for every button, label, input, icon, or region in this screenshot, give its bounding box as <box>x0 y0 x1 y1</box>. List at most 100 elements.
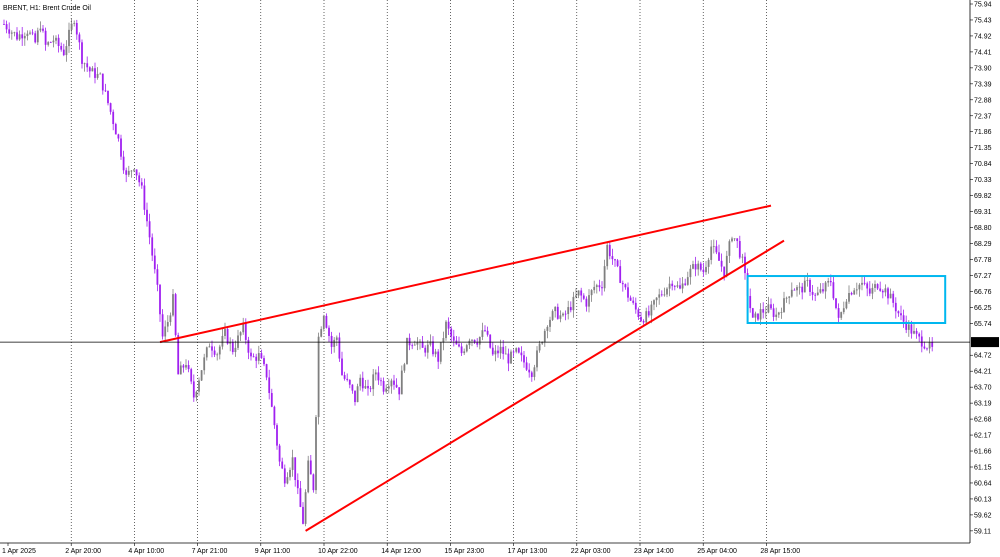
candle-body <box>18 34 21 40</box>
candle-body <box>517 348 520 353</box>
candle-body <box>335 337 338 340</box>
candle-body <box>671 283 674 287</box>
candle-body <box>692 264 694 269</box>
candle-body <box>699 263 702 270</box>
candle-body <box>848 293 850 302</box>
y-tick-label: 73.90 <box>974 65 992 72</box>
candle-body <box>13 32 16 34</box>
x-tick-label: 17 Apr 13:00 <box>508 548 548 555</box>
candle-body <box>718 252 720 261</box>
candle-body <box>684 283 687 285</box>
candle-body <box>354 390 356 403</box>
candle-body <box>60 45 63 50</box>
candle-body <box>837 308 840 318</box>
candle-body <box>42 28 44 31</box>
candle-body <box>530 372 533 377</box>
candle-body <box>806 279 809 281</box>
y-tick-label: 71.35 <box>974 145 992 152</box>
candle-body <box>205 347 208 358</box>
candle-body <box>473 339 476 343</box>
candle-body <box>367 386 369 389</box>
candle-body <box>187 365 190 370</box>
candle-body <box>728 241 731 256</box>
candle-body <box>931 342 934 347</box>
y-tick-label: 64.21 <box>974 369 992 376</box>
candle-body <box>572 296 575 311</box>
candle-body <box>424 347 427 353</box>
candle-body <box>785 297 788 299</box>
candle-body <box>866 283 869 289</box>
candle-body <box>759 309 762 320</box>
y-tick-label: 67.27 <box>974 273 992 280</box>
candle-body <box>528 369 531 373</box>
candle-body <box>65 46 68 56</box>
candle-body <box>447 321 450 329</box>
candle-body <box>546 326 549 331</box>
candle-body <box>627 287 629 298</box>
candle-body <box>549 319 551 327</box>
candle-body <box>900 313 902 316</box>
chart-title: BRENT, H1: Brent Crude Oil <box>3 5 91 12</box>
candle-body <box>780 312 783 313</box>
candle-body <box>478 336 481 345</box>
candle-body <box>81 42 83 64</box>
candle-body <box>777 312 780 315</box>
candle-body <box>564 313 567 315</box>
annotations <box>159 204 947 532</box>
candle-body <box>863 282 866 284</box>
x-tick-label: 25 Apr 04:00 <box>697 548 737 555</box>
candle-body <box>411 345 414 347</box>
candle-body <box>515 348 518 352</box>
candle-body <box>465 345 468 352</box>
x-tick-label: 1 Apr 2025 <box>2 548 36 555</box>
y-tick-label: 63.19 <box>974 401 992 408</box>
candle-body <box>772 308 775 317</box>
candle-body <box>3 24 5 25</box>
candle-body <box>195 391 198 398</box>
candle-body <box>164 326 167 337</box>
candle-body <box>741 256 744 258</box>
candle-body <box>621 282 624 285</box>
candle-body <box>702 269 705 273</box>
candle-body <box>809 279 811 292</box>
candle-body <box>23 36 26 39</box>
candle-body <box>712 246 715 248</box>
candle-body <box>835 298 837 309</box>
candle-body <box>73 22 76 24</box>
candle-body <box>237 335 239 348</box>
candle-body <box>133 169 135 171</box>
candle-body <box>762 309 765 313</box>
candle-body <box>244 322 247 340</box>
wedge-lower-trendline <box>305 239 785 532</box>
candle-body <box>588 295 590 307</box>
candle-body <box>458 344 460 347</box>
candle-body <box>161 314 164 337</box>
candle-body <box>322 315 325 330</box>
candle-body <box>395 384 398 388</box>
candle-body <box>606 244 609 267</box>
candle-body <box>333 339 336 347</box>
candle-body <box>403 364 406 371</box>
candle-body <box>523 355 525 363</box>
x-tick-label: 2 Apr 20:00 <box>65 548 101 555</box>
candle-body <box>489 334 492 348</box>
candle-body <box>382 380 385 392</box>
candle-body <box>614 259 616 261</box>
candle-body <box>827 280 830 283</box>
candle-body <box>88 67 91 72</box>
candle-body <box>439 342 442 362</box>
candle-body <box>21 34 24 39</box>
candle-body <box>387 386 390 389</box>
candle-body <box>822 289 824 292</box>
candle-body <box>858 284 861 290</box>
candle-body <box>268 377 271 394</box>
candle-body <box>416 342 419 345</box>
candle-body <box>421 341 424 348</box>
candle-body <box>689 268 692 278</box>
candle-body <box>569 307 572 311</box>
candle-body <box>429 341 432 345</box>
y-tick-label: 66.76 <box>974 289 992 296</box>
candle-body <box>463 351 466 354</box>
